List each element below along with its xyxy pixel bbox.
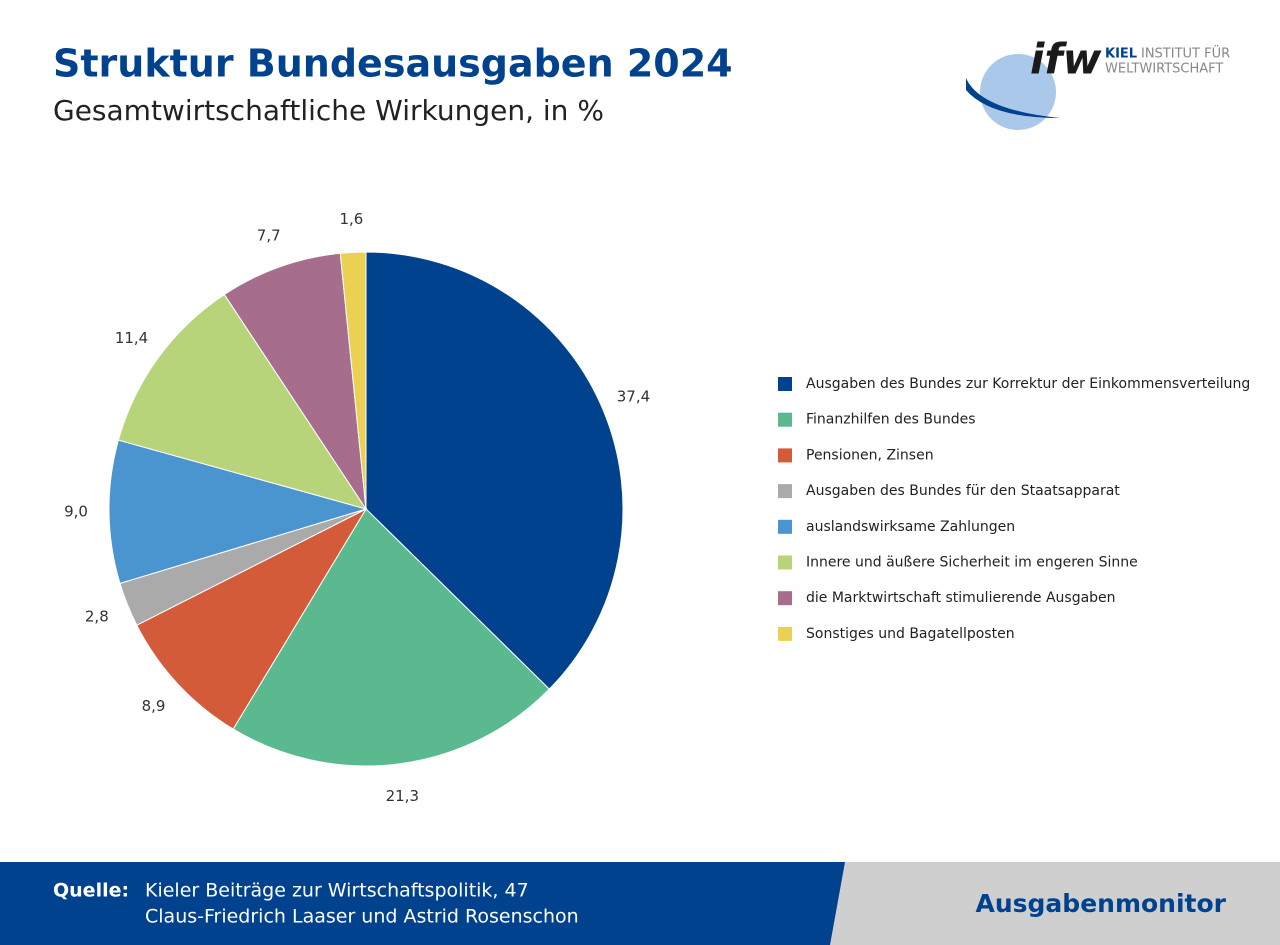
pie-slice bbox=[136, 507, 368, 730]
footer-band bbox=[0, 862, 845, 945]
legend-label: Sonstiges und Bagatellposten bbox=[806, 626, 1015, 642]
logo-swoosh bbox=[966, 78, 1060, 118]
data-label: 1,6 bbox=[340, 210, 364, 228]
logo-text: INSTITUT FÜR bbox=[1141, 45, 1230, 62]
legend: Ausgaben des Bundes zur Korrektur der Ei… bbox=[778, 376, 1250, 642]
pie: 37,4 21,3 8,9 2,8 9,0 11,4 7,7 1,6 bbox=[64, 210, 650, 805]
legend-swatch bbox=[778, 377, 792, 391]
pie-slice bbox=[117, 293, 368, 510]
footer-brand: Ausgabenmonitor bbox=[976, 889, 1227, 918]
logo-text: KIEL bbox=[1105, 47, 1137, 62]
data-label: 21,3 bbox=[386, 787, 419, 805]
legend-label: Innere und äußere Sicherheit im engeren … bbox=[806, 555, 1138, 571]
legend-label: die Marktwirtschaft stimulierende Ausgab… bbox=[806, 590, 1116, 606]
pie-slice bbox=[223, 252, 367, 510]
footer-label: Quelle: bbox=[53, 880, 129, 902]
legend-swatch bbox=[778, 519, 792, 534]
logo-text: WELTWIRTSCHAFT bbox=[1105, 62, 1223, 77]
legend-label: Pensionen, Zinsen bbox=[806, 447, 934, 463]
legend-swatch bbox=[778, 484, 792, 499]
logo: ifw KIEL INSTITUT FÜR WELTWIRTSCHAFT bbox=[966, 35, 1230, 130]
legend-swatch bbox=[778, 591, 792, 606]
legend-label: Ausgaben des Bundes für den Staatsappara… bbox=[806, 483, 1120, 499]
legend-swatch bbox=[778, 555, 792, 570]
pie-slice bbox=[232, 508, 550, 767]
pie-slice bbox=[365, 251, 624, 690]
chart-title: Struktur Bundesausgaben 2024 bbox=[53, 42, 733, 86]
chart-subtitle: Gesamtwirtschaftliche Wirkungen, in % bbox=[53, 94, 604, 127]
data-label: 37,4 bbox=[617, 387, 650, 405]
data-label: 8,9 bbox=[142, 697, 166, 715]
legend-swatch bbox=[778, 626, 792, 641]
footer-source: Claus-Friedrich Laaser und Astrid Rosens… bbox=[145, 906, 579, 928]
legend-label: Finanzhilfen des Bundes bbox=[806, 412, 976, 428]
footer-source: Kieler Beiträge zur Wirtschaftspolitik, … bbox=[145, 880, 529, 902]
pie-slice bbox=[339, 251, 367, 510]
data-label: 2,8 bbox=[85, 607, 109, 625]
pie-slice bbox=[108, 439, 368, 584]
legend-label: Ausgaben des Bundes zur Korrektur der Ei… bbox=[806, 376, 1250, 392]
logo-globe bbox=[980, 54, 1056, 130]
legend-swatch bbox=[778, 412, 792, 427]
logo-mark: ifw bbox=[1030, 35, 1102, 84]
data-label: 9,0 bbox=[64, 503, 88, 521]
data-label: 7,7 bbox=[257, 226, 281, 244]
data-label: 11,4 bbox=[115, 329, 148, 347]
legend-swatch bbox=[778, 448, 792, 463]
legend-label: auslandswirksame Zahlungen bbox=[806, 519, 1015, 535]
